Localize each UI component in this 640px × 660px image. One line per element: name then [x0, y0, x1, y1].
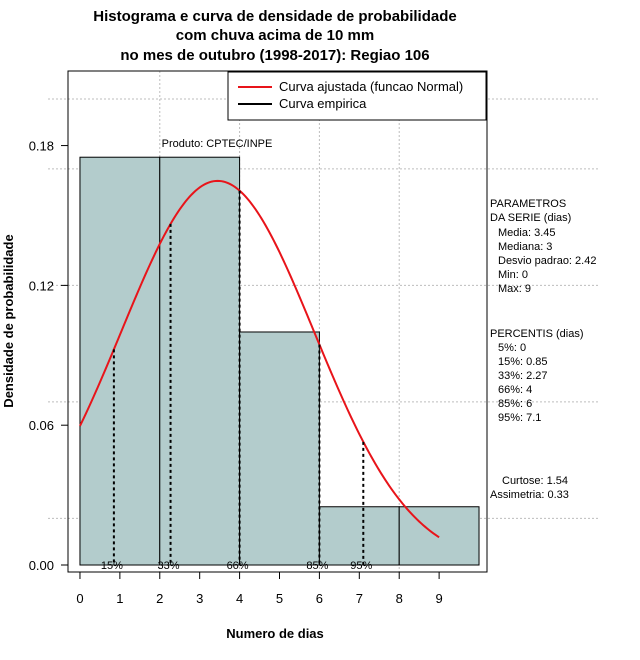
x-tick-label: 7	[356, 591, 363, 606]
parametro-media: Media: 3.45	[498, 227, 555, 239]
assimetria-value: Assimetria: 0.33	[490, 489, 569, 501]
histogram-bar	[318, 506, 400, 566]
chart-title-line-3: no mes de outubro (1998-2017): Regiao 10…	[120, 47, 429, 64]
x-tick-label: 9	[435, 591, 442, 606]
percentil-66: 66%: 4	[498, 384, 532, 396]
x-tick-label: 1	[116, 591, 123, 606]
normal-curve	[79, 179, 440, 539]
percentile-label: 66%	[227, 560, 249, 572]
percentil-15: 15%: 0.85	[498, 356, 548, 368]
legend: Curva ajustada (funcao Normal) Curva emp…	[227, 71, 487, 121]
y-axis-label: Densidade de probabilidade	[1, 234, 16, 407]
parametro-desvio: Desvio padrao: 2.42	[498, 255, 596, 267]
x-tick-label: 5	[276, 591, 283, 606]
x-tick-label: 3	[196, 591, 203, 606]
legend-box	[227, 71, 487, 121]
y-tick-label: 0.12	[29, 278, 54, 293]
side-panel: PARAMETROS DA SERIE (dias) Media: 3.45 M…	[490, 198, 596, 501]
percentil-5: 5%: 0	[498, 342, 526, 354]
percentis-title: PERCENTIS (dias)	[490, 328, 584, 340]
percentil-33: 33%: 2.27	[498, 370, 548, 382]
histogram-bar	[239, 331, 320, 566]
y-tick-label: 0.00	[29, 558, 54, 573]
legend-normal-label: Curva ajustada (funcao Normal)	[279, 79, 463, 94]
product-label: Produto: CPTEC/INPE	[162, 138, 273, 150]
legend-empirical-label: Curva empirica	[279, 96, 367, 111]
chart-title-line-2: com chuva acima de 10 mm	[176, 27, 374, 44]
parametro-mediana: Mediana: 3	[498, 241, 552, 253]
histogram-bar	[398, 506, 480, 566]
percentil-95: 95%: 7.1	[498, 412, 541, 424]
x-tick-label: 6	[316, 591, 323, 606]
parametros-title-1: PARAMETROS	[490, 198, 566, 210]
axes: 0 1 2 3 4 5 6 7 8 9 0.00 0.06 0.12 0.18	[29, 139, 443, 606]
x-tick-label: 4	[236, 591, 243, 606]
percentile-label: 85%	[306, 560, 328, 572]
percentile-label: 33%	[158, 560, 180, 572]
normal-curve-layer	[79, 179, 440, 539]
x-tick-label: 8	[396, 591, 403, 606]
percentile-label: 95%	[350, 560, 372, 572]
percentil-85: 85%: 6	[498, 398, 532, 410]
parametros-title-2: DA SERIE (dias)	[490, 212, 571, 224]
x-tick-label: 2	[156, 591, 163, 606]
y-tick-label: 0.06	[29, 418, 54, 433]
histogram-bar	[79, 156, 161, 566]
histogram-bar	[159, 156, 241, 566]
x-axis-label: Numero de dias	[226, 626, 324, 641]
percentile-lines: 15% 33% 66% 85% 95%	[101, 190, 373, 572]
y-tick-label: 0.18	[29, 139, 54, 154]
parametro-min: Min: 0	[498, 269, 528, 281]
parametro-max: Max: 9	[498, 283, 531, 295]
histogram-bars	[79, 156, 480, 566]
chart-title-line-1: Histograma e curva de densidade de proba…	[93, 8, 456, 25]
percentile-label: 15%	[101, 560, 123, 572]
curtose-value: Curtose: 1.54	[502, 475, 568, 487]
x-tick-label: 0	[76, 591, 83, 606]
